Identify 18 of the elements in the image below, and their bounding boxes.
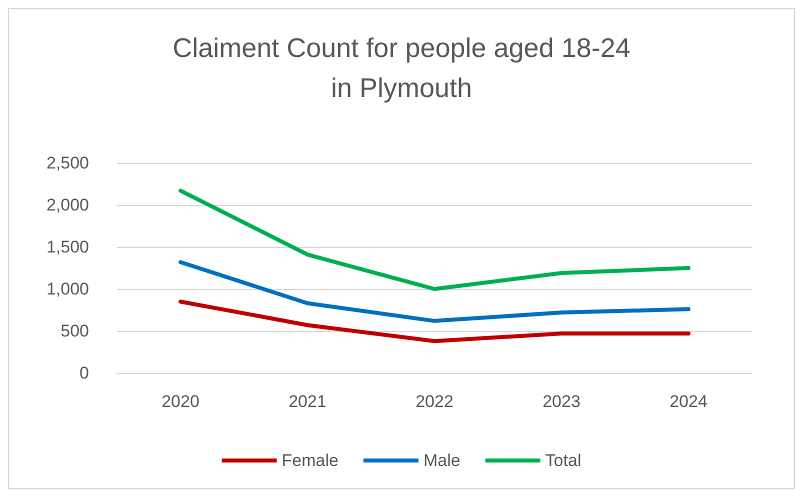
line-series [178,300,690,344]
line-series [178,188,690,291]
y-tick-label: 1,500 [46,238,89,256]
x-tick-label: 2023 [542,392,580,411]
legend-label: Male [423,451,460,470]
line-series [178,260,690,323]
legend-label: Total [545,451,582,470]
y-tick-label: 2,500 [46,154,89,172]
y-tick-label: 2,000 [46,196,89,214]
x-tick-label: 2020 [162,392,200,411]
y-tick-label: 1,000 [46,280,89,298]
y-tick-label: 500 [60,322,89,340]
x-tick-label: 2021 [288,392,326,411]
x-tick-label: 2024 [670,392,708,411]
y-tick-label: 0 [80,364,89,382]
chart-title: Claiment Count for people aged 18-24 in Plymouth [172,33,630,103]
legend-label: Female [282,451,338,470]
x-tick-label: 2022 [416,392,454,411]
